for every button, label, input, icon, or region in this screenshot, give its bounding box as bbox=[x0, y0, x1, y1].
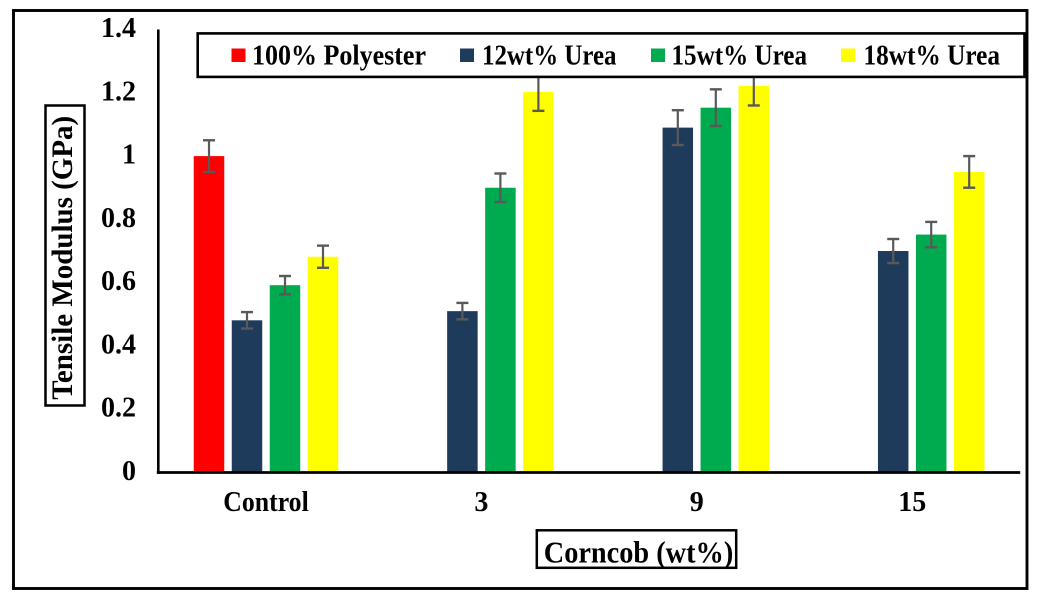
svg-text:Control: Control bbox=[223, 487, 309, 518]
svg-text:12wt% Urea: 12wt% Urea bbox=[482, 41, 617, 72]
svg-text:15wt% Urea: 15wt% Urea bbox=[672, 41, 808, 72]
svg-text:1.2: 1.2 bbox=[101, 76, 136, 107]
svg-text:9: 9 bbox=[690, 487, 704, 518]
svg-text:1.4: 1.4 bbox=[101, 13, 136, 44]
svg-text:18wt% Urea: 18wt% Urea bbox=[864, 41, 1001, 72]
svg-text:1: 1 bbox=[122, 140, 136, 171]
svg-text:0: 0 bbox=[122, 456, 136, 487]
svg-text:100% Polyester: 100% Polyester bbox=[252, 41, 426, 72]
svg-text:15: 15 bbox=[898, 487, 926, 518]
svg-text:Tensile Modulus (GPa): Tensile Modulus (GPa) bbox=[46, 116, 79, 400]
svg-text:0.6: 0.6 bbox=[101, 266, 136, 297]
svg-text:0.2: 0.2 bbox=[101, 393, 136, 424]
svg-text:0.4: 0.4 bbox=[101, 329, 136, 360]
svg-text:3: 3 bbox=[474, 487, 488, 518]
svg-text:0.8: 0.8 bbox=[101, 203, 136, 234]
svg-text:Corncob (wt%): Corncob (wt%) bbox=[544, 535, 734, 570]
